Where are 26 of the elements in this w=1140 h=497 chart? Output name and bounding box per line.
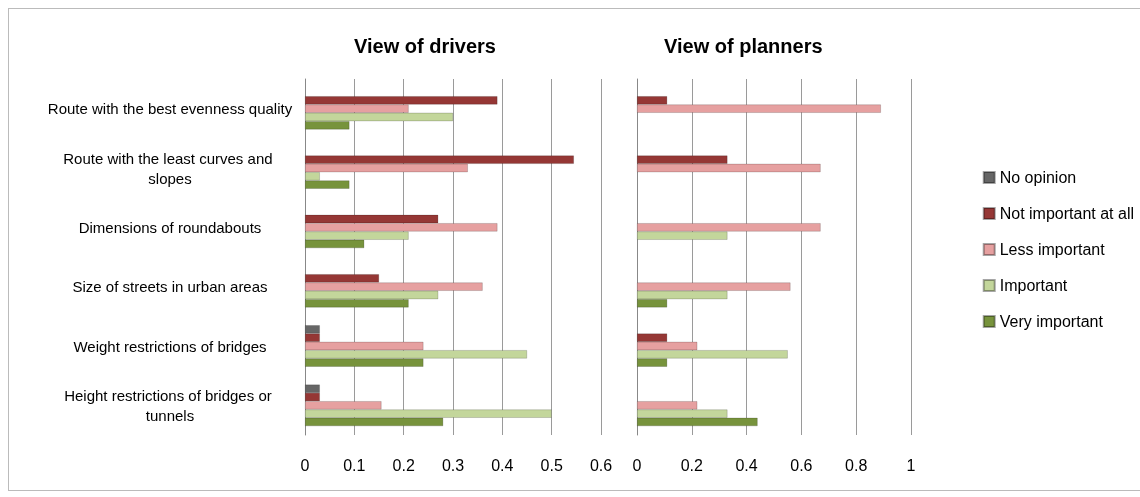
y-tick-label: Dimensions of roundabouts bbox=[78, 218, 262, 236]
x-tick-label: 0.4 bbox=[735, 456, 758, 474]
x-tick-label: 0 bbox=[300, 456, 310, 474]
x-tick-label: 0.2 bbox=[392, 456, 415, 474]
legend-label: Important bbox=[999, 277, 1068, 294]
legend-label: No opinion bbox=[999, 169, 1077, 186]
x-tick-label: 0.3 bbox=[441, 456, 465, 474]
x-tick-label: 0.5 bbox=[540, 456, 563, 474]
y-tick-label: Size of streets in urban areas bbox=[72, 278, 268, 296]
legend-label: Very important bbox=[999, 313, 1104, 330]
x-tick-label: 0.6 bbox=[589, 456, 613, 474]
x-tick-label: 0.4 bbox=[491, 456, 514, 474]
legend-label: Less important bbox=[999, 241, 1106, 258]
x-tick-label: 0.1 bbox=[343, 456, 366, 474]
x-tick-label: 0.8 bbox=[845, 456, 868, 474]
y-tick-label: Weight restrictions of bridges bbox=[73, 337, 267, 355]
chart-title: View of drivers bbox=[354, 35, 496, 57]
chart-title: View of planners bbox=[664, 35, 823, 57]
x-tick-label: 1 bbox=[906, 456, 916, 474]
y-tick-label: Height restrictions of bridges or tunnels bbox=[64, 386, 276, 424]
x-tick-label: 0.2 bbox=[680, 456, 704, 474]
x-tick-label: 0.6 bbox=[790, 456, 813, 474]
x-tick-label: 0 bbox=[632, 456, 642, 474]
y-tick-label: Route with the best evenness quality bbox=[47, 100, 293, 118]
y-tick-label: Route with the least curves and slopes bbox=[63, 149, 277, 187]
legend-label: Not important at all bbox=[999, 205, 1134, 222]
